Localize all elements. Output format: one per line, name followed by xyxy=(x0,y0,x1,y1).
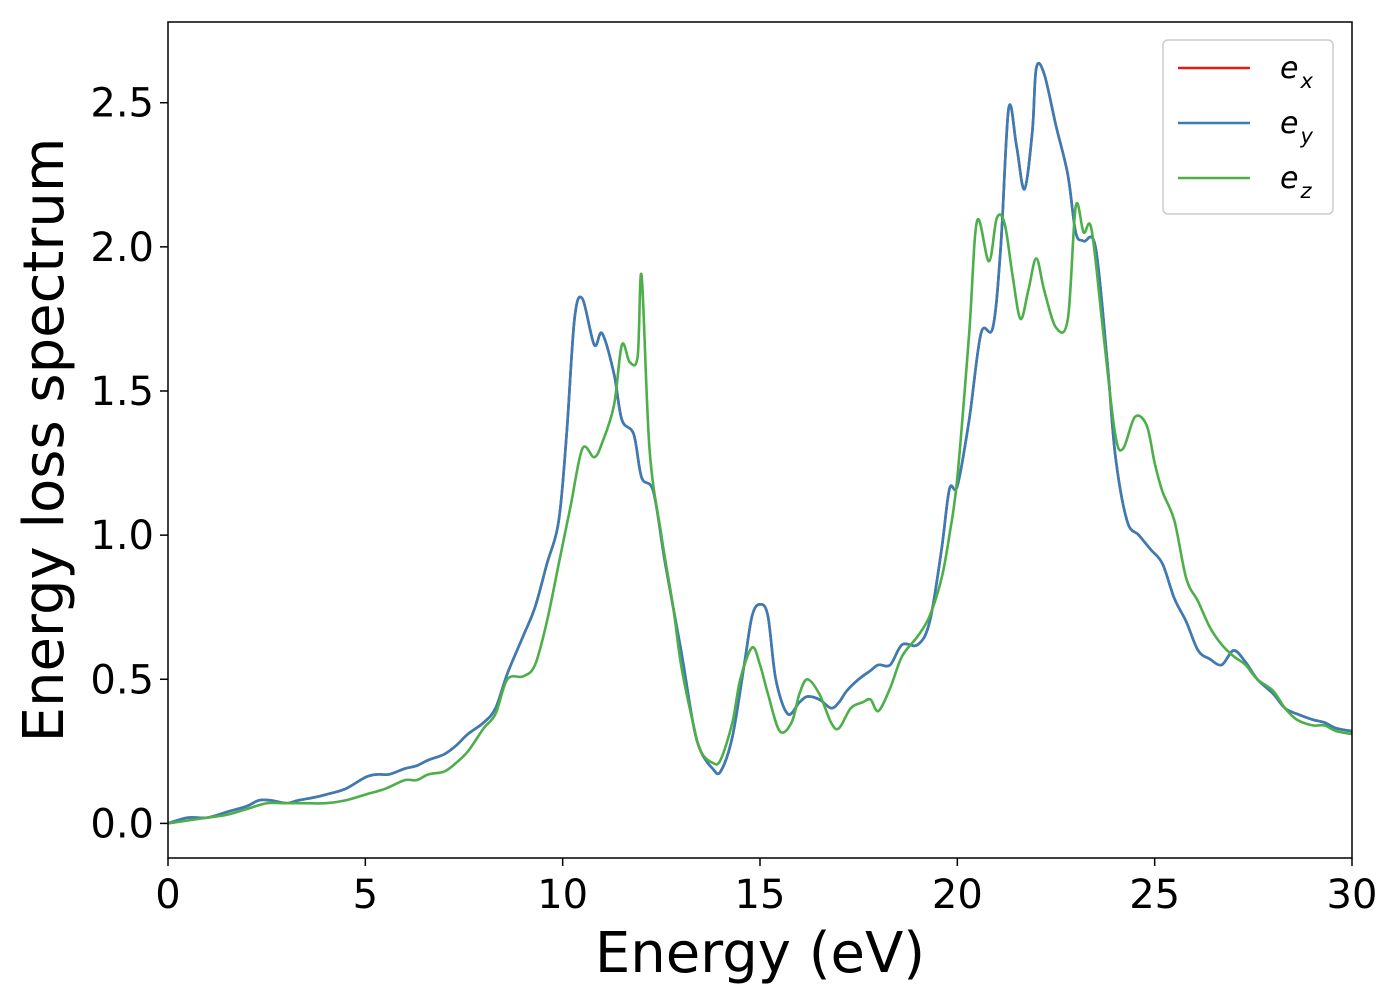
y-axis-label: Energy loss spectrum xyxy=(12,138,77,743)
y-tick-label: 1.0 xyxy=(90,513,154,559)
x-tick-label: 25 xyxy=(1129,872,1180,918)
y-axis: 0.0 0.5 1.0 1.5 2.0 2.5 xyxy=(90,81,168,847)
x-tick-label: 30 xyxy=(1327,872,1378,918)
legend-box xyxy=(1162,39,1334,215)
x-tick-label: 10 xyxy=(537,872,588,918)
y-tick-label: 0.5 xyxy=(90,657,154,703)
x-tick-label: 0 xyxy=(155,872,180,918)
series-line-z xyxy=(167,202,1353,825)
x-tick-label: 20 xyxy=(932,872,983,918)
y-tick-label: 1.5 xyxy=(90,369,154,415)
x-axis-label: Energy (eV) xyxy=(595,921,925,986)
y-tick-label: 2.0 xyxy=(90,225,154,271)
x-tick-label: 15 xyxy=(735,872,786,918)
series-line-y xyxy=(167,61,1353,825)
series-layer xyxy=(167,61,1353,825)
plot-background xyxy=(168,22,1352,858)
y-tick-label: 0.0 xyxy=(90,801,154,847)
y-tick-label: 2.5 xyxy=(90,81,154,127)
x-tick-label: 5 xyxy=(353,872,378,918)
x-axis: 0 5 10 15 20 25 30 xyxy=(155,858,1377,918)
